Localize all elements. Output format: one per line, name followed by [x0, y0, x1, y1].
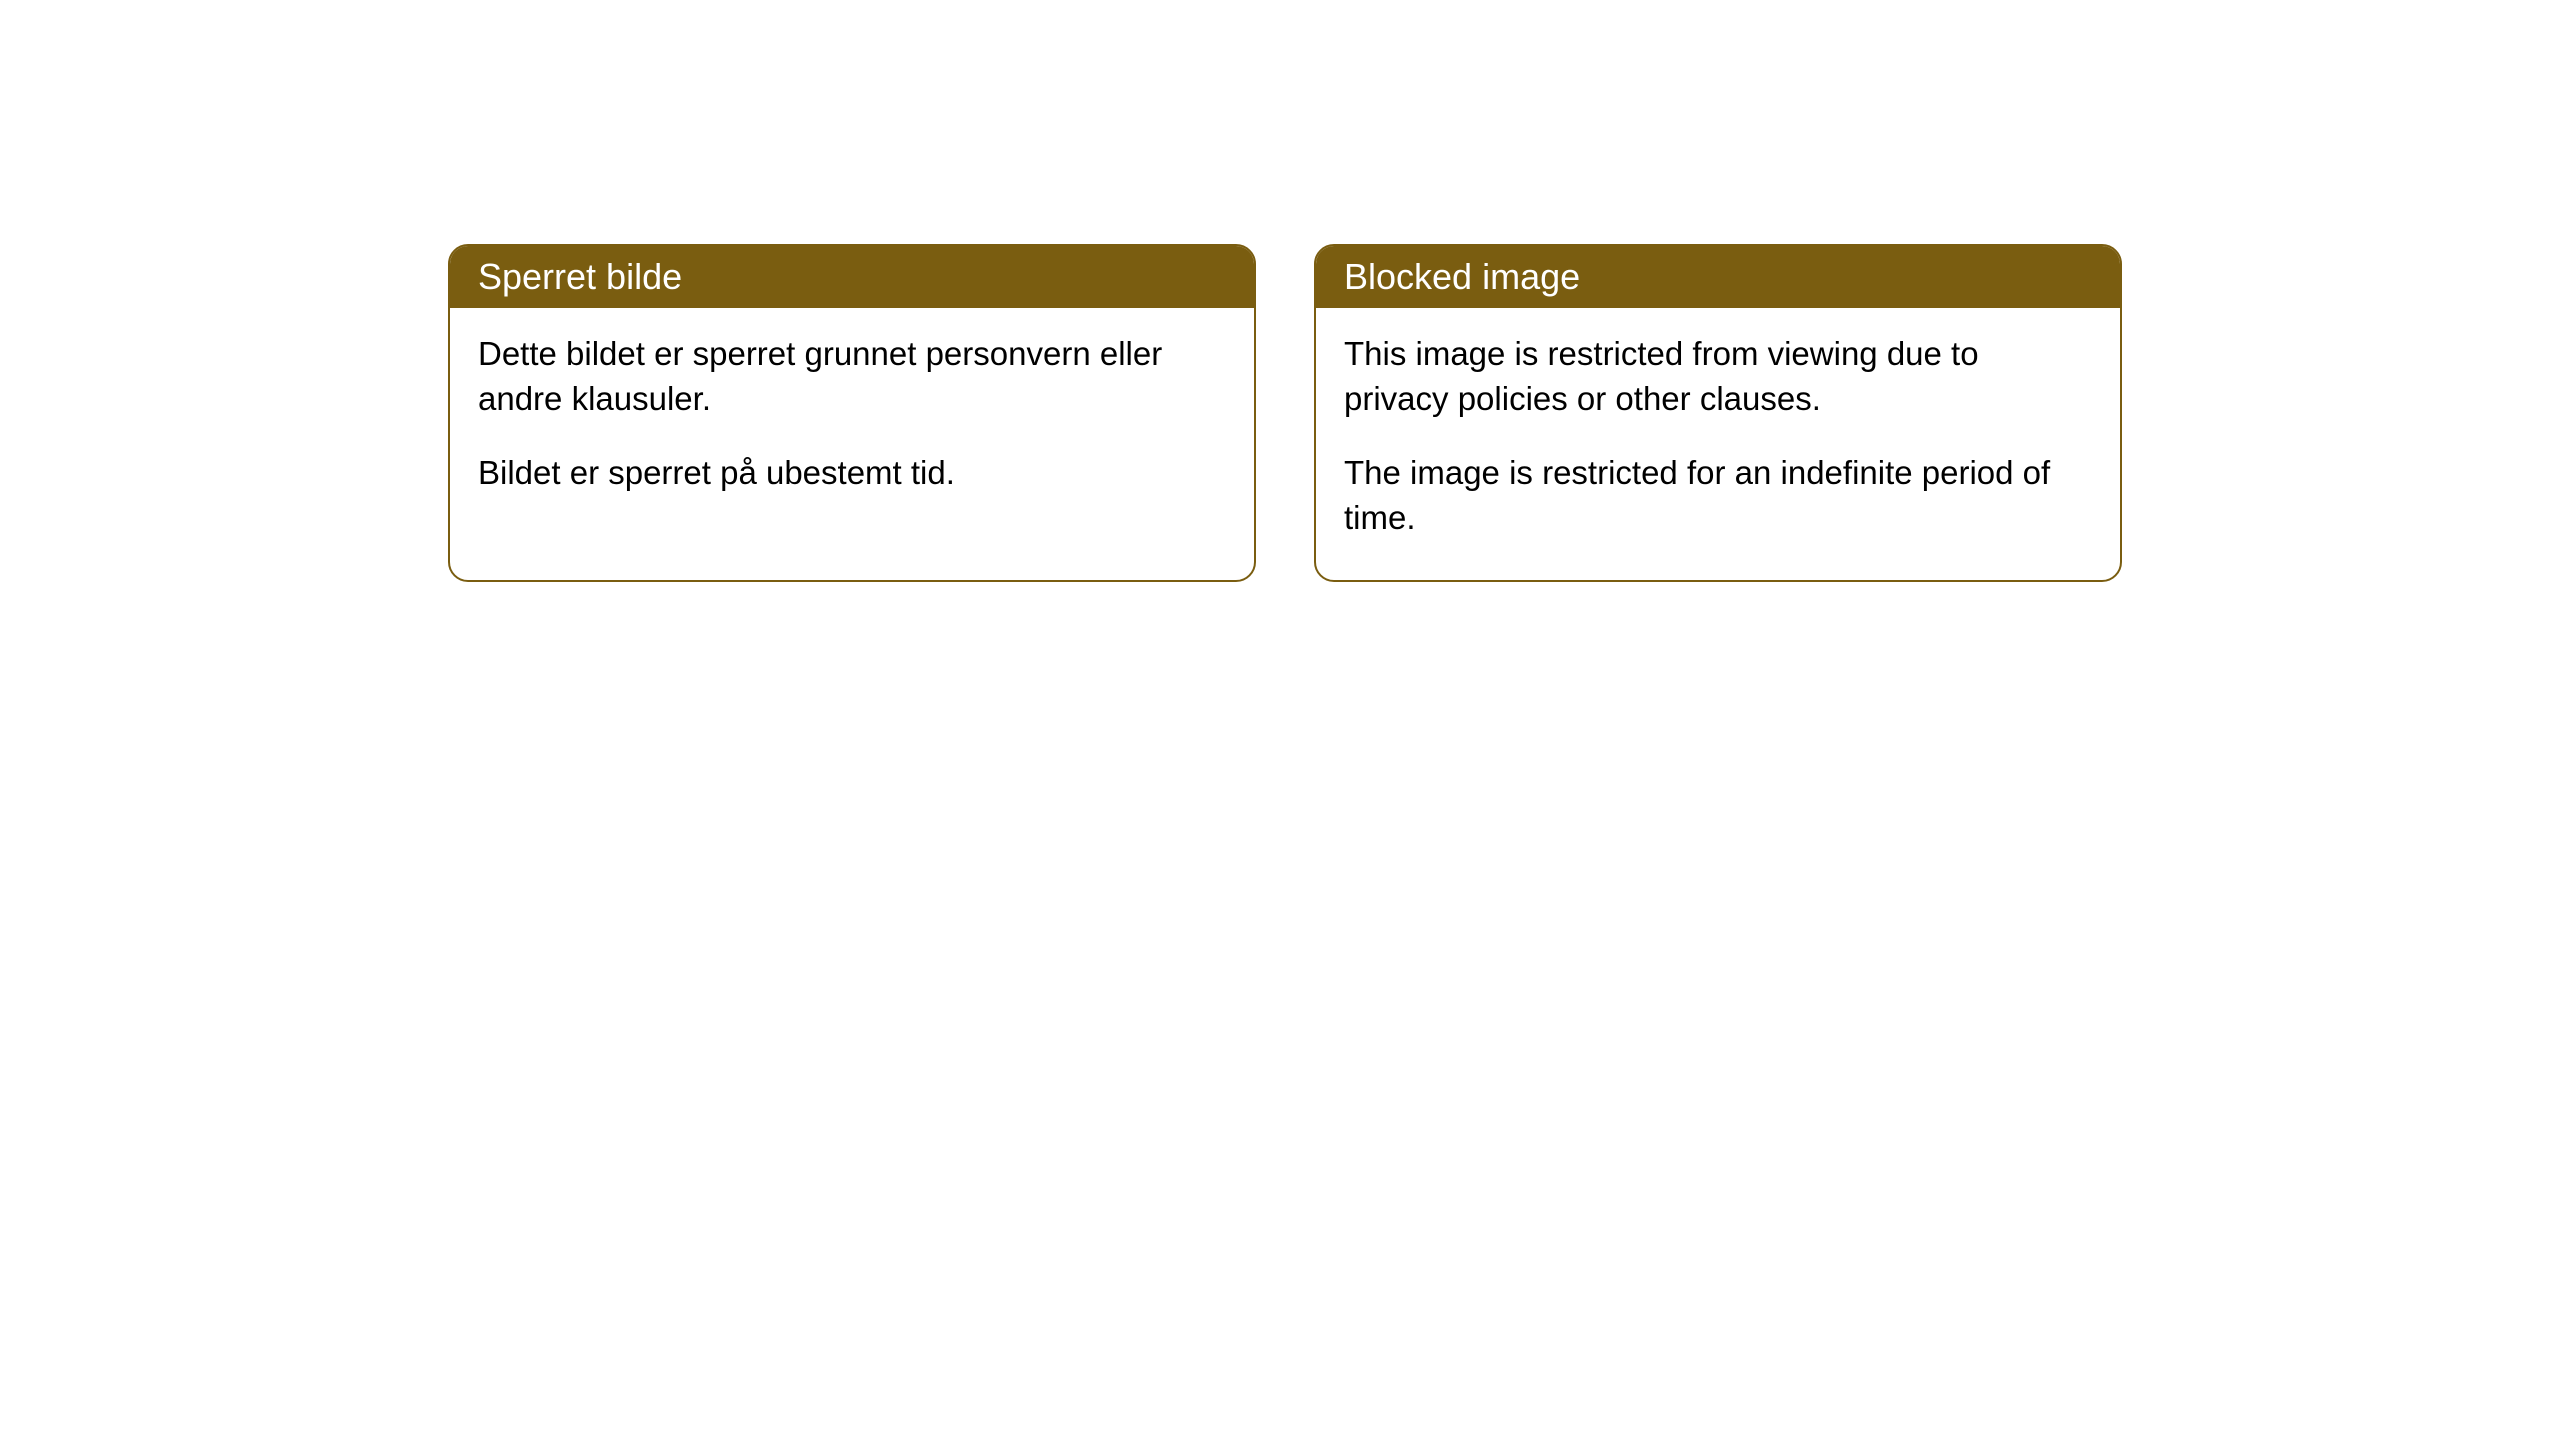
card-header: Sperret bilde — [450, 246, 1254, 308]
card-paragraph: Dette bildet er sperret grunnet personve… — [478, 332, 1226, 421]
notice-card-norwegian: Sperret bilde Dette bildet er sperret gr… — [448, 244, 1256, 582]
card-body: Dette bildet er sperret grunnet personve… — [450, 308, 1254, 536]
card-title: Blocked image — [1344, 256, 1580, 297]
card-paragraph: Bildet er sperret på ubestemt tid. — [478, 451, 1226, 496]
card-title: Sperret bilde — [478, 256, 682, 297]
card-paragraph: The image is restricted for an indefinit… — [1344, 451, 2092, 540]
card-header: Blocked image — [1316, 246, 2120, 308]
card-body: This image is restricted from viewing du… — [1316, 308, 2120, 580]
notice-cards-container: Sperret bilde Dette bildet er sperret gr… — [448, 244, 2560, 582]
notice-card-english: Blocked image This image is restricted f… — [1314, 244, 2122, 582]
card-paragraph: This image is restricted from viewing du… — [1344, 332, 2092, 421]
